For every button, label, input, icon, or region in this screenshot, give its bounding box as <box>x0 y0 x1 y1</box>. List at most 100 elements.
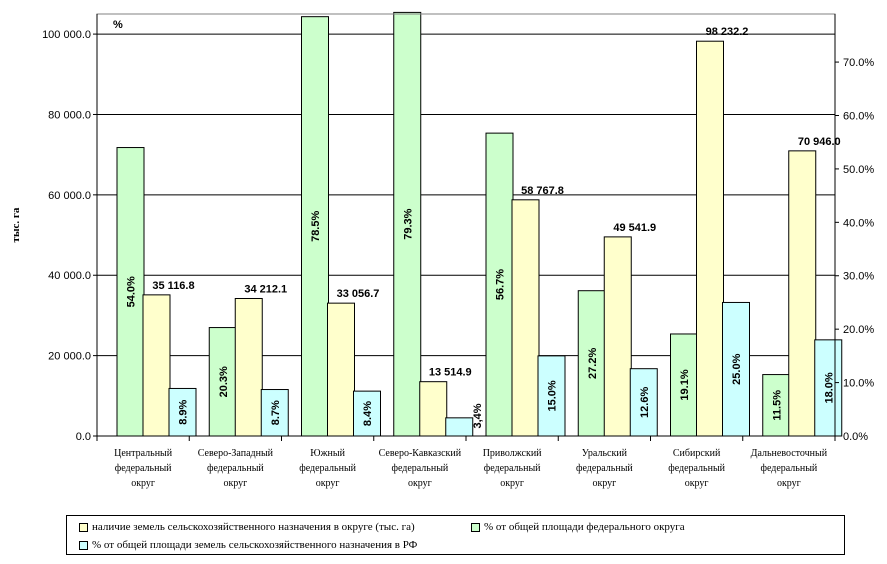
bar-agri-land <box>419 381 448 437</box>
bar-agri-land <box>788 150 817 437</box>
legend: наличие земель сельскохозяйственного наз… <box>66 515 845 555</box>
bar-district-share <box>393 11 422 437</box>
category-label: Дальневосточный <box>751 448 828 459</box>
label-rf-share: 25.0% <box>731 353 743 384</box>
label-district-share: 27.2% <box>587 348 599 379</box>
left-tick-label: 100 000.0 <box>42 29 91 41</box>
label-rf-share: 8.7% <box>270 400 282 425</box>
label-district-share: 54.0% <box>126 276 138 307</box>
label-district-share: 11.5% <box>771 390 783 421</box>
label-district-share: 56.7% <box>495 269 507 300</box>
bar-rf-share <box>629 368 658 437</box>
label-district-share: 79.3% <box>402 208 414 239</box>
label-agri-land: 13 514.9 <box>429 367 472 379</box>
right-tick-label: 60.0% <box>843 110 874 122</box>
bar-agri-land <box>234 297 263 437</box>
bar-rf-share <box>168 387 197 437</box>
percent-marker: % <box>113 19 123 31</box>
category-label: федеральный <box>391 463 448 474</box>
category-label: федеральный <box>668 463 725 474</box>
right-tick-label: 70.0% <box>843 57 874 69</box>
bar-district-share <box>301 16 329 437</box>
legend-item-rf-share: % от общей площади земель сельскохозяйст… <box>79 539 417 551</box>
label-agri-land: 33 056.7 <box>337 288 380 300</box>
bars <box>116 11 843 437</box>
right-tick-label: 40.0% <box>843 217 874 229</box>
category-label: округ <box>316 478 340 489</box>
left-tick-label: 40 000.0 <box>48 270 91 282</box>
right-tick-label: 0.0% <box>843 431 868 443</box>
category-label: округ <box>685 478 709 489</box>
label-agri-land: 34 212.1 <box>244 283 287 295</box>
left-tick-label: 20 000.0 <box>48 351 91 363</box>
category-label: округ <box>777 478 801 489</box>
bar-rf-share <box>537 355 566 437</box>
category-label: Северо-Кавказский <box>379 448 462 459</box>
category-labels: Центральный федеральный округ Северо-Западн… <box>114 448 828 489</box>
label-agri-land: 49 541.9 <box>613 222 656 234</box>
legend-item-land: наличие земель сельскохозяйственного наз… <box>79 521 415 533</box>
right-tick-label: 30.0% <box>843 271 874 283</box>
bar-agri-land <box>142 294 171 437</box>
label-rf-share: 8.9% <box>178 399 190 424</box>
bar-agri-land <box>327 302 355 437</box>
legend-label-rf-share: % от общей площади земель сельскохозяйст… <box>92 539 418 551</box>
category-label: округ <box>408 478 432 489</box>
label-rf-share: 3,4% <box>472 403 484 428</box>
label-agri-land: 98 232.2 <box>706 26 749 38</box>
category-label: Южный <box>310 448 345 459</box>
category-label: Северо-Западный <box>198 448 274 459</box>
label-district-share: 19.1% <box>679 369 691 400</box>
category-label: округ <box>500 478 524 489</box>
left-tick-label: 80 000.0 <box>48 109 91 121</box>
left-tick-label: 0.0 <box>76 431 91 443</box>
label-rf-share: 12.6% <box>639 387 651 418</box>
category-label: федеральный <box>115 463 172 474</box>
bar-agri-land <box>696 40 724 437</box>
category-label: Сибирский <box>673 448 721 459</box>
right-tick-label: 50.0% <box>843 164 874 176</box>
y-axis-title: тыс. га <box>10 207 22 242</box>
bar-rf-share <box>445 417 474 437</box>
legend-swatch-district-share <box>471 522 480 532</box>
data-labels: 54.0% 8.9% 35 116.8 20.3% 8.7% 34 212.1 78.5% 8… <box>126 26 841 428</box>
right-tick-label: 10.0% <box>843 378 874 390</box>
bar-agri-land <box>511 199 540 437</box>
legend-label-district-share: % от общей площади федерального округа <box>484 521 685 533</box>
category-label: федеральный <box>299 463 356 474</box>
bar-rf-share <box>814 339 843 437</box>
right-tick-label: 20.0% <box>843 324 874 336</box>
category-label: Центральный <box>114 448 173 459</box>
legend-swatch-land <box>79 522 88 532</box>
category-label: федеральный <box>576 463 633 474</box>
label-agri-land: 70 946.0 <box>798 136 841 148</box>
legend-swatch-rf-share <box>79 540 88 550</box>
label-rf-share: 18.0% <box>823 372 835 403</box>
legend-item-district-share: % от общей площади федерального округа <box>471 521 685 533</box>
bar-rf-share <box>722 301 750 437</box>
axis-ticks: 0.0 20 000.0 40 000.0 60 000.0 80 000.0 100 0… <box>42 29 874 443</box>
label-rf-share: 8.4% <box>362 401 374 426</box>
category-label: округ <box>131 478 155 489</box>
label-district-share: 78.5% <box>310 211 322 242</box>
label-rf-share: 15.0% <box>547 380 559 411</box>
bar-district-share <box>116 147 145 437</box>
left-tick-label: 60 000.0 <box>48 190 91 202</box>
label-district-share: 20.3% <box>218 366 230 397</box>
category-label: федеральный <box>760 463 817 474</box>
label-agri-land: 58 767.8 <box>521 185 564 197</box>
category-label: Уральский <box>582 448 628 459</box>
category-label: Приволжский <box>483 448 542 459</box>
category-label: округ <box>592 478 616 489</box>
bar-district-share <box>670 333 698 437</box>
category-label: округ <box>223 478 247 489</box>
category-label: федеральный <box>484 463 541 474</box>
bar-rf-share <box>353 390 381 437</box>
bar-district-share <box>577 290 606 437</box>
label-agri-land: 35 116.8 <box>152 280 194 292</box>
bar-agri-land <box>603 236 632 437</box>
bar-rf-share <box>260 389 289 437</box>
category-label: федеральный <box>207 463 264 474</box>
legend-label-land: наличие земель сельскохозяйственного наз… <box>92 521 415 533</box>
